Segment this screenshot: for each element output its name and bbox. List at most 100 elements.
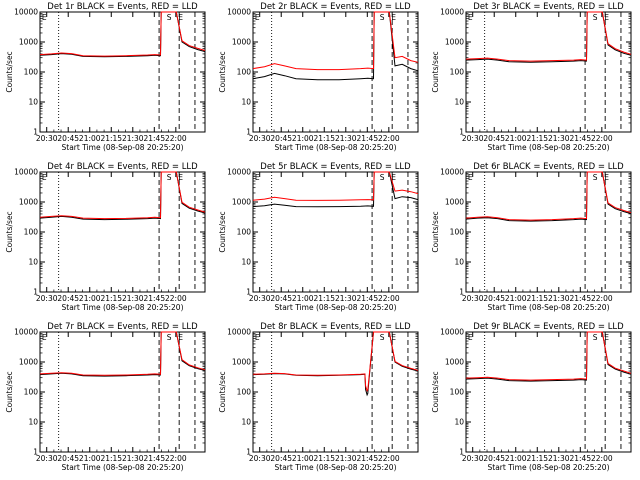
y-tick-label: 1 [459,288,464,297]
lld-series-line [252,171,419,201]
x-axis-label: Start Time (08-Sep-08 20:25:20) [488,303,610,312]
y-tick-label: 10 [241,418,251,427]
x-axis-label: Start Time (08-Sep-08 20:25:20) [275,303,397,312]
y-tick-label: 10 [28,98,38,107]
event-marker-label: S [593,173,598,182]
x-tick-label: 22:00 [378,294,400,303]
x-tick-label: 20:30 [36,454,58,463]
x-axis-label: Start Time (08-Sep-08 20:25:20) [275,463,397,472]
y-tick-label: 100 [237,68,252,77]
y-axis-label: Counts/sec [5,51,14,92]
event-marker-label: S [167,173,172,182]
lld-series-line [39,331,206,376]
event-marker-label: S [167,333,172,342]
x-tick-label: 21:45 [143,134,165,143]
x-tick-label: 21:45 [569,134,591,143]
y-axis-label: Counts/sec [5,211,14,252]
lld-series-line [465,11,632,62]
y-tick-label: 1000 [445,198,464,207]
x-tick-label: 21:00 [292,134,314,143]
x-axis-label: Start Time (08-Sep-08 20:25:20) [62,303,184,312]
x-tick-label: 20:30 [249,134,271,143]
y-tick-label: 10 [454,418,464,427]
y-tick-label: 10000 [440,328,464,337]
x-tick-label: 21:00 [79,134,101,143]
x-tick-label: 21:30 [548,454,570,463]
x-tick-label: 21:45 [143,294,165,303]
chart-title: Det 8r BLACK = Events, RED = LLD [260,322,411,332]
y-tick-label: 10 [28,258,38,267]
y-tick-label: 10 [28,418,38,427]
event-marker-label: E [468,173,473,182]
detector-chart: Det 5r BLACK = Events, RED = LLD 1 10 100 10… [218,162,419,312]
detector-chart: Det 4r BLACK = Events, RED = LLD 1 10 100 10… [5,162,206,312]
x-tick-label: 21:00 [505,454,527,463]
x-tick-label: 22:00 [378,134,400,143]
chart-title: Det 9r BLACK = Events, RED = LLD [473,322,624,332]
y-tick-label: 10000 [227,168,251,177]
y-tick-label: 1 [33,448,38,457]
event-marker-label: E [391,13,396,22]
y-tick-label: 1 [246,128,251,137]
x-tick-label: 21:00 [292,294,314,303]
detector-chart: Det 1r BLACK = Events, RED = LLD 1 10 100 10… [5,2,206,152]
x-tick-label: 21:15 [100,294,122,303]
y-tick-label: 1 [246,288,251,297]
x-tick-label: 22:00 [165,134,187,143]
lld-series-line [465,171,632,221]
lld-series-line [465,331,632,381]
chart-title: Det 7r BLACK = Events, RED = LLD [47,322,198,332]
y-tick-label: 10000 [227,8,251,17]
event-marker-label: E [178,13,183,22]
x-tick-label: 22:00 [591,134,613,143]
x-tick-label: 21:00 [79,294,101,303]
y-tick-label: 100 [237,228,252,237]
x-tick-label: 21:30 [335,454,357,463]
event-marker-label: E [604,333,609,342]
detector-chart: Det 3r BLACK = Events, RED = LLD 1 10 100 10… [431,2,632,152]
event-marker-label: E [468,13,473,22]
x-tick-label: 21:45 [569,454,591,463]
y-tick-label: 100 [450,68,465,77]
y-tick-label: 10 [241,258,251,267]
chart-title: Det 1r BLACK = Events, RED = LLD [47,2,198,12]
x-tick-label: 21:00 [79,454,101,463]
x-tick-label: 21:30 [122,134,144,143]
y-tick-label: 10 [454,258,464,267]
y-tick-label: 1000 [232,358,251,367]
x-tick-label: 20:45 [270,454,292,463]
x-axis-label: Start Time (08-Sep-08 20:25:20) [488,463,610,472]
x-tick-label: 21:45 [569,294,591,303]
x-tick-label: 20:45 [57,294,79,303]
y-tick-label: 1 [33,288,38,297]
x-tick-label: 21:00 [505,294,527,303]
y-tick-label: 100 [450,388,465,397]
x-tick-label: 20:30 [249,294,271,303]
detector-chart: Det 9r BLACK = Events, RED = LLD 1 10 100 10… [431,322,632,472]
x-tick-label: 22:00 [591,294,613,303]
lld-series-line [39,11,206,57]
x-tick-label: 21:45 [356,454,378,463]
events-series-line [39,11,206,58]
x-tick-label: 20:30 [462,294,484,303]
x-tick-label: 21:00 [292,454,314,463]
event-marker-label: E [255,173,260,182]
y-tick-label: 1 [459,448,464,457]
detector-chart: Det 2r BLACK = Events, RED = LLD 1 10 100 10… [218,2,419,152]
events-series-line [465,11,632,63]
lld-series-line [252,331,419,393]
y-tick-label: 1 [33,128,38,137]
event-marker-label: S [167,13,172,22]
chart-title: Det 4r BLACK = Events, RED = LLD [47,162,198,172]
x-tick-label: 22:00 [378,454,400,463]
y-tick-label: 100 [450,228,465,237]
chart-title: Det 6r BLACK = Events, RED = LLD [473,162,624,172]
y-tick-label: 1 [459,128,464,137]
y-tick-label: 1000 [19,38,38,47]
x-tick-label: 21:15 [313,134,335,143]
y-tick-label: 1000 [19,198,38,207]
y-axis-label: Counts/sec [218,371,227,412]
y-tick-label: 1 [246,448,251,457]
y-tick-label: 10000 [14,328,38,337]
